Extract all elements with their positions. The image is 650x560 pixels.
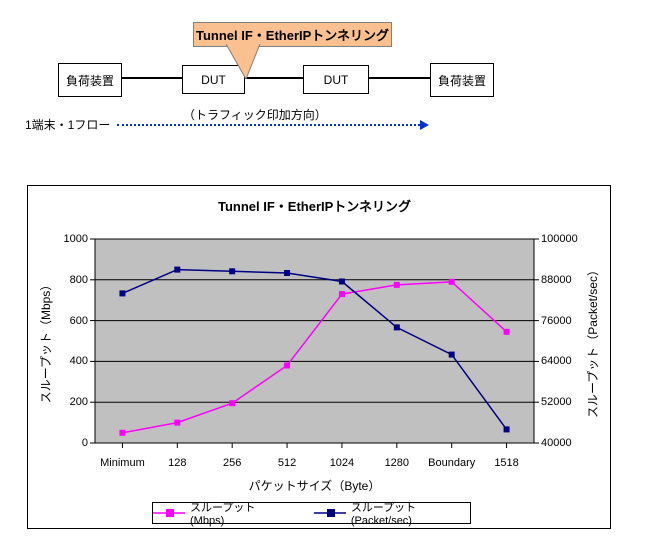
flow-label: 1端末・1フロー — [25, 118, 111, 132]
plot-area — [90, 238, 539, 448]
legend-label: スループット(Mbps) — [190, 502, 256, 527]
load-device-left-label: 負荷装置 — [65, 73, 114, 88]
chart-legend: スループット(Mbps) スループット(Packet/sec) — [152, 499, 471, 527]
series-line — [122, 268, 508, 430]
y-right-tick-label: 88000 — [541, 273, 572, 286]
y-right-tick-label: 100000 — [541, 233, 578, 245]
traffic-direction-label: （トラフィック印加方向） — [183, 108, 327, 122]
x-category-label: Minimum — [100, 457, 145, 469]
y-right-tick-label: 52000 — [541, 396, 572, 409]
dut-right-label: DUT — [323, 72, 349, 87]
y-left-axis-title: スループット（Mbps） — [39, 278, 53, 404]
data-point-marker — [448, 351, 455, 358]
dut-right-box: DUT — [303, 65, 369, 94]
data-point-marker — [229, 268, 236, 275]
legend-label: スループット(Packet/sec) — [350, 502, 417, 527]
y-left-tick-label: 600 — [69, 314, 88, 327]
load-device-right-box: 負荷装置 — [430, 63, 494, 97]
data-point-marker — [503, 426, 510, 433]
tunnel-callout: Tunnel IF・EtherIPトンネリング — [193, 22, 392, 47]
data-point-marker — [284, 362, 291, 369]
connector-line — [60, 77, 490, 79]
x-axis-title: パケットサイズ（Byte） — [248, 479, 381, 493]
data-point-marker — [174, 419, 181, 426]
load-device-right-label: 負荷装置 — [437, 73, 486, 88]
y-left-tick-label: 1000 — [63, 233, 88, 245]
x-category-label: 1518 — [494, 457, 519, 469]
dut-left-label: DUT — [201, 72, 226, 87]
throughput-chart: Tunnel IF・EtherIPトンネリング スループット（Mbps） スルー… — [27, 185, 611, 529]
data-point-marker — [338, 291, 345, 298]
dut-left-box: DUT — [182, 65, 245, 94]
plot-background — [94, 238, 535, 444]
callout-tail-pointer — [225, 44, 261, 80]
x-category-label: 1024 — [329, 457, 355, 469]
chart-title: Tunnel IF・EtherIPトンネリング — [217, 199, 412, 214]
y-right-tick-label: 76000 — [541, 314, 572, 327]
data-point-marker — [174, 266, 181, 273]
legend-entry: スループット(Mbps) — [153, 499, 284, 527]
y-left-tick-label: 800 — [69, 273, 88, 286]
legend-entry: スループット(Packet/sec) — [313, 499, 470, 527]
series-line — [122, 281, 508, 434]
tunnel-callout-label: Tunnel IF・EtherIPトンネリング — [195, 28, 390, 43]
data-point-marker — [119, 290, 126, 297]
data-point-marker — [338, 278, 345, 285]
data-point-marker — [448, 278, 455, 285]
x-category-label: Boundary — [428, 457, 476, 469]
x-category-label: 128 — [168, 457, 187, 469]
traffic-arrow-line — [117, 124, 420, 126]
y-left-tick-label: 400 — [69, 355, 88, 368]
data-point-marker — [229, 400, 236, 407]
data-point-marker — [393, 324, 400, 331]
y-right-tick-label: 64000 — [541, 355, 572, 368]
data-point-marker — [393, 281, 400, 288]
data-point-marker — [503, 328, 510, 335]
traffic-arrow-head-icon — [420, 120, 429, 130]
data-point-marker — [284, 270, 291, 276]
x-category-label: 1280 — [384, 457, 410, 469]
data-point-marker — [119, 429, 126, 436]
legend-marker-icon — [313, 509, 346, 517]
x-category-label: 256 — [223, 457, 242, 469]
y-right-axis-title: スループット（Packet/sec） — [586, 264, 600, 418]
network-diagram: Tunnel IF・EtherIPトンネリング 負荷装置 DUT DUT 負荷装… — [0, 0, 650, 175]
y-left-tick-label: 200 — [69, 396, 88, 409]
y-left-tick-label: 0 — [81, 437, 88, 449]
load-device-left-box: 負荷装置 — [58, 63, 122, 97]
x-category-label: 512 — [277, 457, 297, 469]
legend-marker-icon — [153, 509, 186, 517]
y-right-tick-label: 40000 — [541, 437, 572, 449]
